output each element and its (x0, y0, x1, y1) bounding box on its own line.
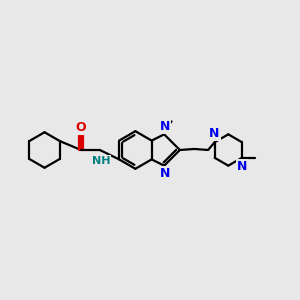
Text: NH: NH (92, 156, 110, 166)
Text: N: N (160, 120, 170, 133)
Text: N: N (209, 127, 220, 140)
Text: O: O (76, 121, 86, 134)
Text: N: N (160, 167, 170, 180)
Text: N: N (237, 160, 247, 173)
